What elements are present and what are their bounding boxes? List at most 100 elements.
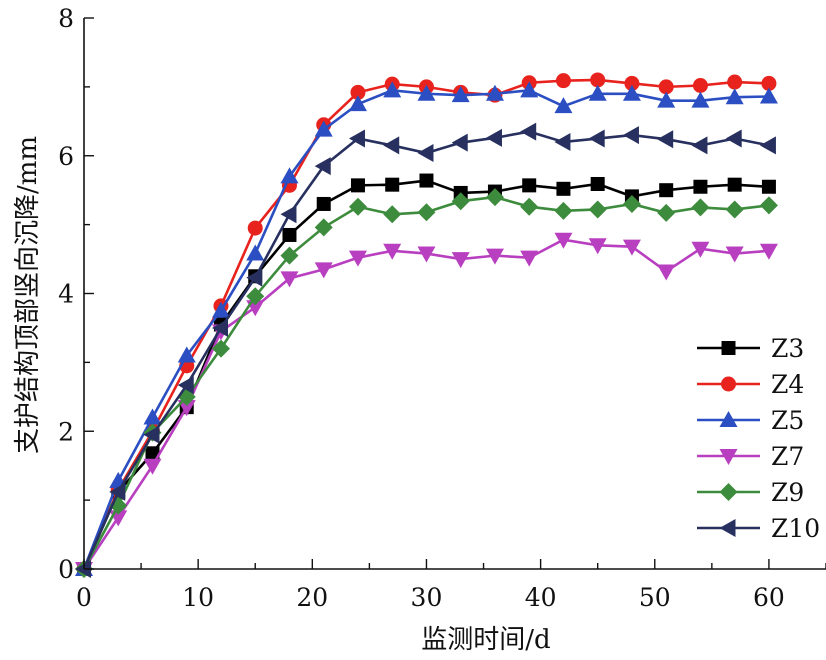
data-point-z10 — [657, 130, 674, 149]
data-point-z7 — [657, 264, 676, 281]
data-point-z7 — [177, 400, 196, 417]
axes-layer: 0 10 20 30 40 50 60 0 2 4 6 8 — [58, 4, 826, 612]
data-point-z7 — [588, 238, 607, 255]
data-point-z7 — [622, 239, 641, 256]
data-point-z5 — [280, 167, 299, 184]
data-point-z5 — [520, 81, 539, 98]
data-point-z7 — [691, 241, 710, 258]
legend-label-z10: Z10 — [771, 514, 820, 543]
legend-label-z7: Z7 — [771, 442, 804, 471]
x-tick-label: 30 — [411, 583, 443, 612]
data-point-z10 — [109, 482, 126, 501]
data-point-z5 — [177, 346, 196, 363]
data-point-z3 — [316, 196, 331, 211]
data-point-z5 — [725, 88, 744, 105]
series-line-z5 — [82, 88, 769, 570]
data-point-z3 — [659, 183, 674, 198]
data-point-z5 — [485, 84, 504, 101]
data-point-z5 — [588, 84, 607, 101]
data-point-z3 — [556, 181, 571, 196]
data-point-z5 — [691, 91, 710, 108]
data-point-z10 — [314, 157, 331, 176]
data-point-z10 — [177, 376, 194, 395]
data-point-z5 — [554, 97, 573, 114]
legend-label-z3: Z3 — [771, 334, 804, 363]
data-point-z7 — [520, 250, 539, 267]
data-point-z9 — [383, 205, 402, 224]
data-point-z9 — [211, 339, 230, 358]
data-point-z7 — [451, 252, 470, 269]
data-point-z5 — [759, 87, 778, 104]
data-point-z4 — [555, 73, 571, 89]
y-tick-label: 2 — [58, 417, 74, 446]
x-tick-label: 0 — [76, 583, 92, 612]
y-tick-label: 4 — [58, 280, 74, 309]
x-tick-label: 10 — [182, 583, 214, 612]
y-axis-title: 支护结构顶部竖向沉降/mm — [13, 136, 43, 454]
data-point-z3 — [145, 446, 160, 461]
data-point-z7 — [725, 246, 744, 263]
legend-marker-z4 — [721, 376, 736, 392]
data-point-z9 — [280, 246, 299, 265]
data-point-z4 — [658, 79, 674, 95]
x-tick-label: 50 — [639, 583, 671, 612]
data-point-z10 — [211, 318, 228, 337]
legend: Z3 Z4 Z5 Z7 Z9 Z10 — [697, 334, 820, 543]
data-point-z4 — [247, 220, 263, 236]
legend-marker-z10 — [719, 519, 736, 537]
data-point-z4 — [692, 77, 708, 93]
data-point-z9 — [485, 188, 504, 207]
data-point-z3 — [385, 177, 400, 192]
data-point-z3 — [282, 227, 297, 242]
data-point-z5 — [143, 408, 162, 425]
data-point-z9 — [451, 192, 470, 211]
legend-label-z5: Z5 — [771, 406, 804, 435]
data-point-z9 — [622, 194, 641, 213]
data-point-z4 — [350, 84, 366, 100]
data-point-z7 — [143, 458, 162, 475]
data-point-z7 — [554, 232, 573, 249]
data-point-z4 — [727, 74, 743, 90]
data-point-z5 — [622, 84, 641, 101]
data-point-z7 — [314, 262, 333, 279]
data-point-z7 — [417, 246, 436, 263]
data-point-z10 — [485, 128, 502, 147]
data-point-z9 — [554, 201, 573, 220]
data-point-z10 — [520, 122, 537, 141]
legend-marker-z3 — [721, 341, 736, 355]
data-point-z10 — [348, 129, 365, 148]
data-point-z9 — [314, 218, 333, 237]
data-point-z10 — [143, 425, 160, 444]
data-point-z10 — [451, 133, 468, 152]
data-point-z5 — [451, 86, 470, 103]
data-point-z7 — [759, 243, 778, 260]
x-axis-title: 监测时间/d — [421, 625, 550, 655]
data-point-z4 — [590, 72, 606, 88]
data-point-z9 — [759, 196, 778, 215]
data-point-z3 — [419, 173, 434, 188]
legend-marker-z5 — [719, 411, 738, 427]
y-tick-label: 0 — [58, 555, 74, 584]
data-point-z3 — [522, 178, 537, 193]
data-point-z9 — [657, 203, 676, 222]
data-point-z5 — [246, 244, 265, 261]
legend-label-z4: Z4 — [771, 370, 804, 399]
y-tick-label: 8 — [58, 4, 74, 33]
data-point-z9 — [588, 200, 607, 219]
data-point-z3 — [727, 177, 742, 192]
data-point-z9 — [520, 197, 539, 216]
data-point-z7 — [348, 250, 367, 267]
data-point-z7 — [485, 248, 504, 265]
data-point-z10 — [417, 143, 434, 162]
data-point-z10 — [725, 129, 742, 148]
data-point-z7 — [383, 243, 402, 260]
data-point-z10 — [588, 129, 605, 148]
data-point-z10 — [554, 132, 571, 151]
data-point-z10 — [759, 136, 776, 155]
x-tick-label: 60 — [753, 583, 785, 612]
data-point-z10 — [280, 205, 297, 224]
data-point-z9 — [691, 198, 710, 217]
data-point-z3 — [350, 178, 365, 193]
data-point-z10 — [246, 268, 263, 287]
